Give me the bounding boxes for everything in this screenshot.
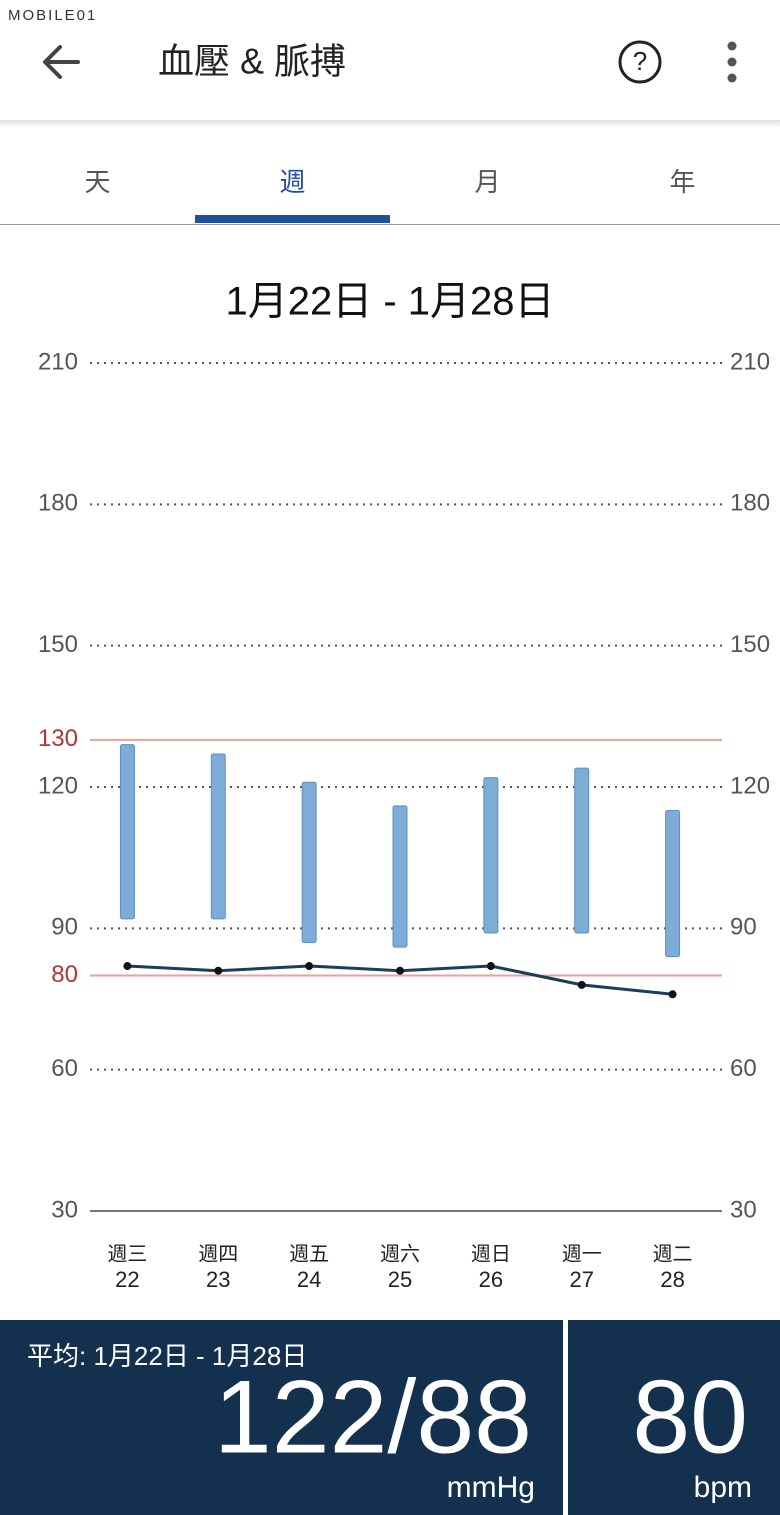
y-tick-label: 120 — [38, 772, 78, 799]
y-tick-label: 150 — [38, 631, 78, 658]
pulse-point — [305, 962, 314, 971]
summary-divider — [563, 1320, 568, 1515]
range-bar — [574, 767, 590, 934]
date-range: 1月22日 - 1月28日 — [225, 280, 554, 324]
x-tick-label: 週五 — [289, 1242, 329, 1265]
pulse-average: 80 — [632, 1359, 748, 1475]
y-tick-label: 210 — [38, 348, 78, 375]
header-title: 血壓 & 脈搏 — [158, 41, 346, 82]
reference-label: 130 — [38, 725, 78, 752]
x-tick-label: 週三 — [107, 1242, 147, 1265]
pulse-point — [486, 962, 495, 971]
x-tick-label: 週日 — [471, 1242, 511, 1265]
range-bar — [665, 810, 681, 958]
tab[interactable]: 週 — [279, 167, 305, 197]
x-tick-day: 26 — [479, 1267, 503, 1292]
y2-tick-label: 180 — [730, 490, 770, 517]
tab[interactable]: 年 — [669, 167, 695, 197]
more-button[interactable] — [727, 41, 737, 83]
header-shadow — [0, 120, 780, 128]
range-bar — [392, 805, 408, 948]
y2-tick-label: 210 — [730, 348, 770, 375]
y-tick-label: 30 — [51, 1196, 78, 1223]
pulse-point — [577, 980, 586, 989]
pulse-point — [668, 990, 677, 999]
bp-average: 122/88 — [214, 1359, 532, 1475]
x-tick-day: 25 — [388, 1267, 412, 1292]
y-tick-label: 180 — [38, 490, 78, 517]
y2-tick-label: 150 — [730, 631, 770, 658]
range-bar — [210, 753, 226, 920]
summary-label: 平均: 1月22日 - 1月28日 — [27, 1341, 307, 1371]
x-tick-label: 週一 — [562, 1242, 602, 1265]
range-bar — [301, 781, 317, 943]
x-tick-day: 22 — [115, 1267, 139, 1292]
y2-tick-label: 120 — [730, 772, 770, 799]
x-tick-label: 週六 — [380, 1242, 420, 1265]
y2-tick-label: 30 — [730, 1196, 757, 1223]
svg-text:?: ? — [633, 46, 647, 76]
x-tick-day: 23 — [206, 1267, 230, 1292]
help-button[interactable]: ? — [618, 40, 662, 84]
pulse-point — [396, 966, 404, 975]
back-button[interactable] — [43, 45, 80, 79]
x-tick-day: 27 — [569, 1267, 593, 1292]
range-bar — [483, 777, 499, 934]
tab-indicator — [195, 215, 390, 223]
y2-tick-label: 60 — [730, 1055, 757, 1082]
summary-panel — [0, 1320, 780, 1515]
x-tick-day: 28 — [660, 1267, 684, 1292]
watermark: MOBILE01 — [8, 7, 97, 24]
y-tick-label: 60 — [51, 1055, 78, 1082]
y2-tick-label: 90 — [730, 914, 757, 941]
y-tick-label: 90 — [51, 914, 78, 941]
range-bar — [119, 744, 135, 920]
pulse-unit: bpm — [694, 1471, 752, 1504]
tab[interactable]: 天 — [84, 167, 110, 197]
pulse-point — [214, 966, 223, 975]
reference-label: 80 — [51, 961, 78, 988]
tab[interactable]: 月 — [474, 167, 500, 197]
x-tick-label: 週二 — [653, 1242, 693, 1265]
pulse-point — [123, 962, 132, 971]
x-tick-label: 週四 — [198, 1242, 238, 1265]
x-tick-day: 24 — [297, 1267, 321, 1292]
bp-unit: mmHg — [447, 1471, 535, 1504]
